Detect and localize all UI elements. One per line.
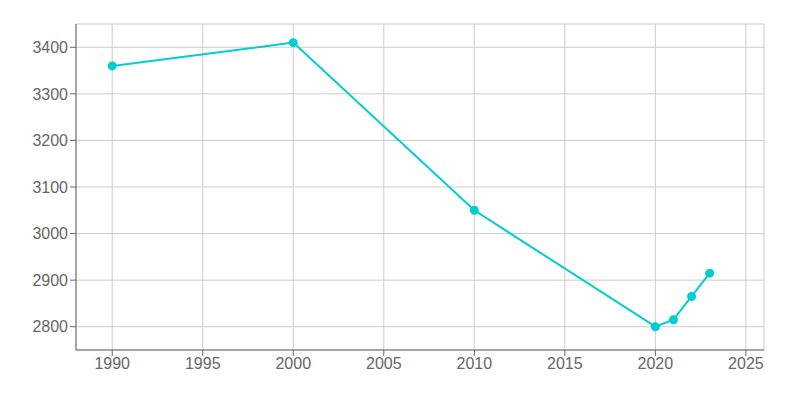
svg-text:2900: 2900 (32, 272, 68, 289)
svg-text:2010: 2010 (457, 355, 493, 372)
svg-text:2025: 2025 (728, 355, 764, 372)
svg-text:2000: 2000 (275, 355, 311, 372)
svg-text:3400: 3400 (32, 39, 68, 56)
svg-text:3100: 3100 (32, 179, 68, 196)
svg-text:2015: 2015 (547, 355, 583, 372)
svg-text:1995: 1995 (185, 355, 221, 372)
svg-text:2020: 2020 (638, 355, 674, 372)
svg-text:3300: 3300 (32, 86, 68, 103)
svg-text:2005: 2005 (366, 355, 402, 372)
svg-text:2800: 2800 (32, 318, 68, 335)
svg-text:1990: 1990 (94, 355, 130, 372)
svg-text:3000: 3000 (32, 225, 68, 242)
svg-text:3200: 3200 (32, 132, 68, 149)
